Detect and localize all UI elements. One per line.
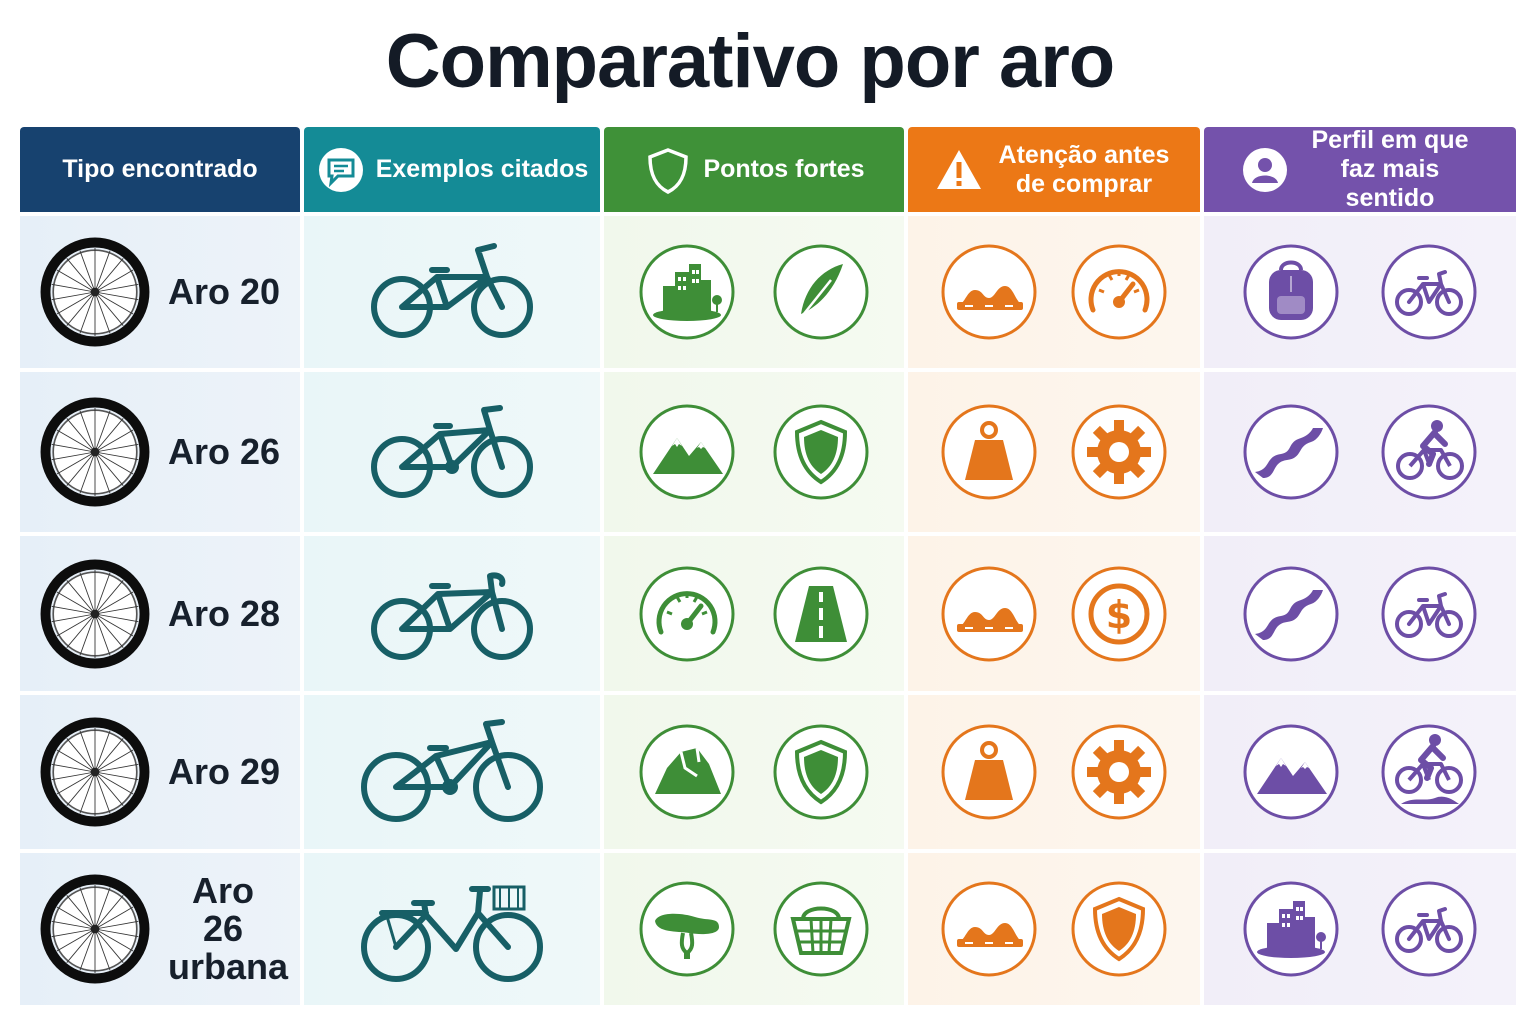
bumpy-road-icon	[941, 244, 1037, 340]
row-attention-cell	[908, 372, 1200, 532]
gear-icon	[1071, 404, 1167, 500]
bumpy-road-icon	[941, 566, 1037, 661]
row-strengths-cell	[604, 536, 904, 691]
column-header-label: Perfil em que faz mais sentido	[1311, 126, 1469, 212]
shield-icon	[1071, 881, 1167, 977]
mountain-bike-illustration	[371, 405, 533, 498]
column-header-label: Exemplos citados	[375, 155, 589, 184]
mountains-icon	[639, 404, 735, 500]
road-bike-illustration	[371, 572, 533, 660]
bmx-bike-illustration	[371, 243, 533, 338]
row-label: Aro 26	[168, 431, 281, 473]
column-header-label: Pontos fortes	[703, 155, 865, 184]
city-bike-with-basket-illustration	[361, 885, 543, 982]
feather-icon	[773, 244, 869, 340]
mtb-29-bike-illustration	[361, 719, 543, 822]
row-label: Aro 28	[168, 592, 281, 634]
row-type-cell: Aro 28	[20, 536, 300, 691]
bike-icon	[1381, 566, 1477, 661]
cyclist-icon	[1381, 404, 1477, 500]
chat-bubble-icon	[318, 147, 363, 192]
column-header-2: Exemplos citados	[304, 127, 600, 212]
row-profile-cell	[1204, 216, 1516, 368]
user-icon	[1243, 147, 1287, 192]
svg-text:$: $	[1106, 593, 1132, 637]
city-icon	[639, 244, 735, 340]
warning-icon	[937, 149, 981, 189]
row-attention-cell: $	[908, 536, 1200, 691]
row-profile-cell	[1204, 695, 1516, 849]
row-attention-cell	[908, 695, 1200, 849]
row-examples-cell	[304, 372, 600, 532]
wheel-icon	[40, 237, 150, 347]
speedometer-icon	[1071, 244, 1167, 340]
row-attention-cell	[908, 853, 1200, 1005]
mountains-icon	[1243, 724, 1339, 820]
small-bike-icon	[1381, 244, 1477, 340]
city-icon	[1243, 881, 1339, 977]
row-profile-cell	[1204, 853, 1516, 1005]
speedometer-icon	[639, 566, 735, 661]
bike-icon	[1381, 881, 1477, 977]
weight-icon	[941, 724, 1037, 820]
row-label: Aro 26 urbana	[168, 870, 289, 987]
wheel-icon	[40, 717, 150, 827]
shield-icon	[648, 147, 689, 194]
shield-icon	[773, 724, 869, 820]
gear-icon	[1071, 724, 1167, 820]
row-type-cell: Aro 20	[20, 216, 300, 368]
row-attention-cell	[908, 216, 1200, 368]
column-header-label: Tipo encontrado	[62, 155, 258, 184]
row-examples-cell	[304, 853, 600, 1005]
comparison-table: Tipo encontrado Exemplos citados Pontos …	[20, 126, 1516, 1005]
trail-cyclist-icon	[1381, 724, 1477, 820]
column-header-label: Atenção antes de comprar	[998, 140, 1170, 198]
row-strengths-cell	[604, 853, 904, 1005]
row-examples-cell	[304, 536, 600, 691]
wheel-icon	[40, 559, 150, 668]
page-title: Comparativo por aro	[385, 19, 1115, 104]
row-label: Aro 29	[168, 751, 281, 793]
winding-road-icon	[1243, 404, 1339, 500]
column-header-5: Perfil em que faz mais sentido	[1204, 126, 1516, 212]
row-type-cell: Aro 26	[20, 372, 300, 532]
row-strengths-cell	[604, 695, 904, 849]
row-strengths-cell	[604, 216, 904, 368]
row-label: Aro 20	[168, 271, 281, 313]
row-type-cell: Aro 26 urbana	[20, 853, 300, 1005]
column-header-3: Pontos fortes	[604, 127, 904, 212]
shield-icon	[773, 404, 869, 500]
dollar-coin-icon: $	[1071, 566, 1167, 661]
bumpy-road-icon	[941, 881, 1037, 977]
backpack-icon	[1243, 244, 1339, 340]
wheel-icon	[40, 397, 150, 507]
rock-icon	[639, 724, 735, 820]
column-header-1: Tipo encontrado	[20, 127, 300, 212]
wheel-icon	[40, 874, 150, 984]
weight-icon	[941, 404, 1037, 500]
row-type-cell: Aro 29	[20, 695, 300, 849]
winding-road-icon	[1243, 566, 1339, 661]
row-examples-cell	[304, 695, 600, 849]
basket-icon	[773, 881, 869, 977]
saddle-icon	[639, 881, 735, 977]
column-header-4: Atenção antes de comprar	[908, 127, 1200, 212]
row-strengths-cell	[604, 372, 904, 532]
road-icon	[773, 566, 869, 661]
row-profile-cell	[1204, 372, 1516, 532]
row-profile-cell	[1204, 536, 1516, 691]
row-examples-cell	[304, 216, 600, 368]
